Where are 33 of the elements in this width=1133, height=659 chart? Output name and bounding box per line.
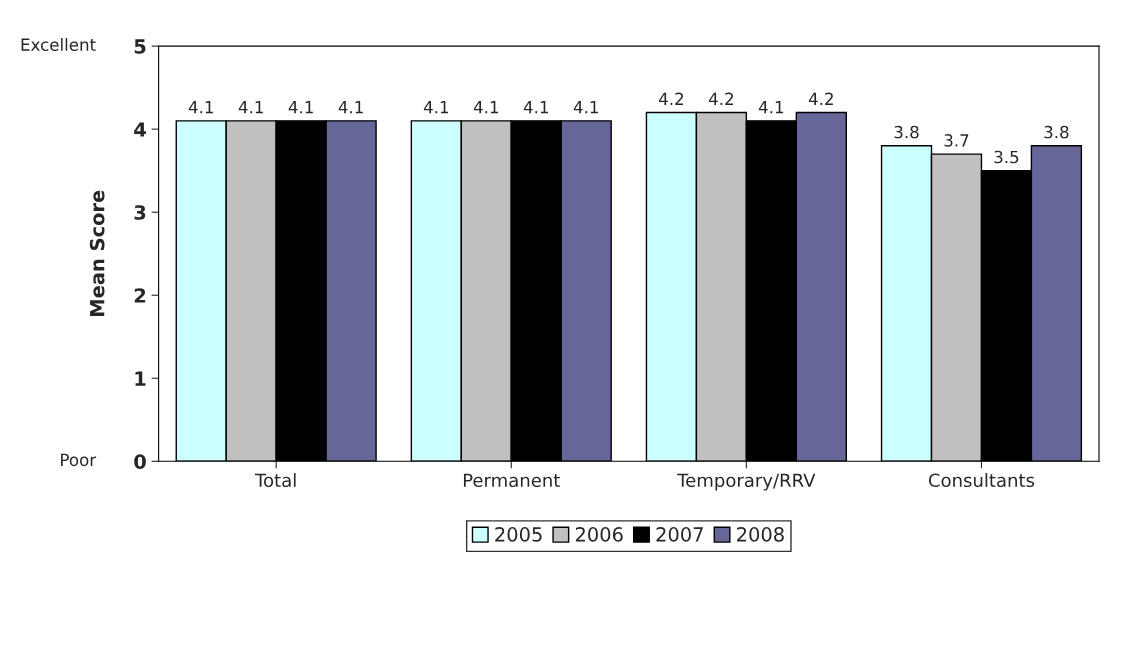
x-tick-label: Consultants	[928, 473, 1035, 488]
x-tick-label: Permanent	[463, 473, 560, 488]
data-label: 4.1	[288, 101, 313, 114]
data-label: 4.1	[188, 101, 213, 114]
data-label: 4.2	[808, 92, 833, 105]
text: Excellent	[21, 38, 96, 51]
data-label: 4.2	[658, 92, 684, 105]
data-label: 4.1	[573, 101, 598, 114]
data-label: 3.8	[894, 125, 919, 139]
x-tick-label: Temporary/RRV	[677, 473, 816, 491]
data-label: 4.2	[708, 92, 733, 105]
data-label: 4.1	[473, 101, 498, 114]
data-label: 3.8	[1044, 125, 1069, 139]
y-tick-label: 4	[134, 122, 146, 137]
text: Poor	[61, 453, 97, 467]
data-label: 4.1	[758, 101, 784, 114]
data-label: 4.1	[523, 101, 548, 114]
legend-label: 2006	[575, 527, 623, 542]
y-tick-label: 5	[134, 39, 146, 54]
data-label: 3.7	[944, 134, 969, 147]
data-label: 4.1	[338, 101, 363, 114]
y-tick-label: 1	[135, 371, 146, 386]
y-axis-title: Mean Score	[89, 190, 105, 316]
data-label: 4.1	[238, 101, 263, 114]
data-label: 4.1	[423, 101, 449, 114]
data-label: 3.5	[994, 150, 1019, 164]
legend-label: 2008	[737, 527, 784, 542]
y-tick-label: 3	[134, 205, 146, 220]
x-tick-label: Total	[255, 473, 296, 488]
y-tick-label: 2	[134, 288, 146, 303]
legend-label: 2005	[495, 527, 542, 542]
y-tick-label: 0	[134, 454, 146, 469]
legend-label: 2007	[656, 527, 703, 542]
